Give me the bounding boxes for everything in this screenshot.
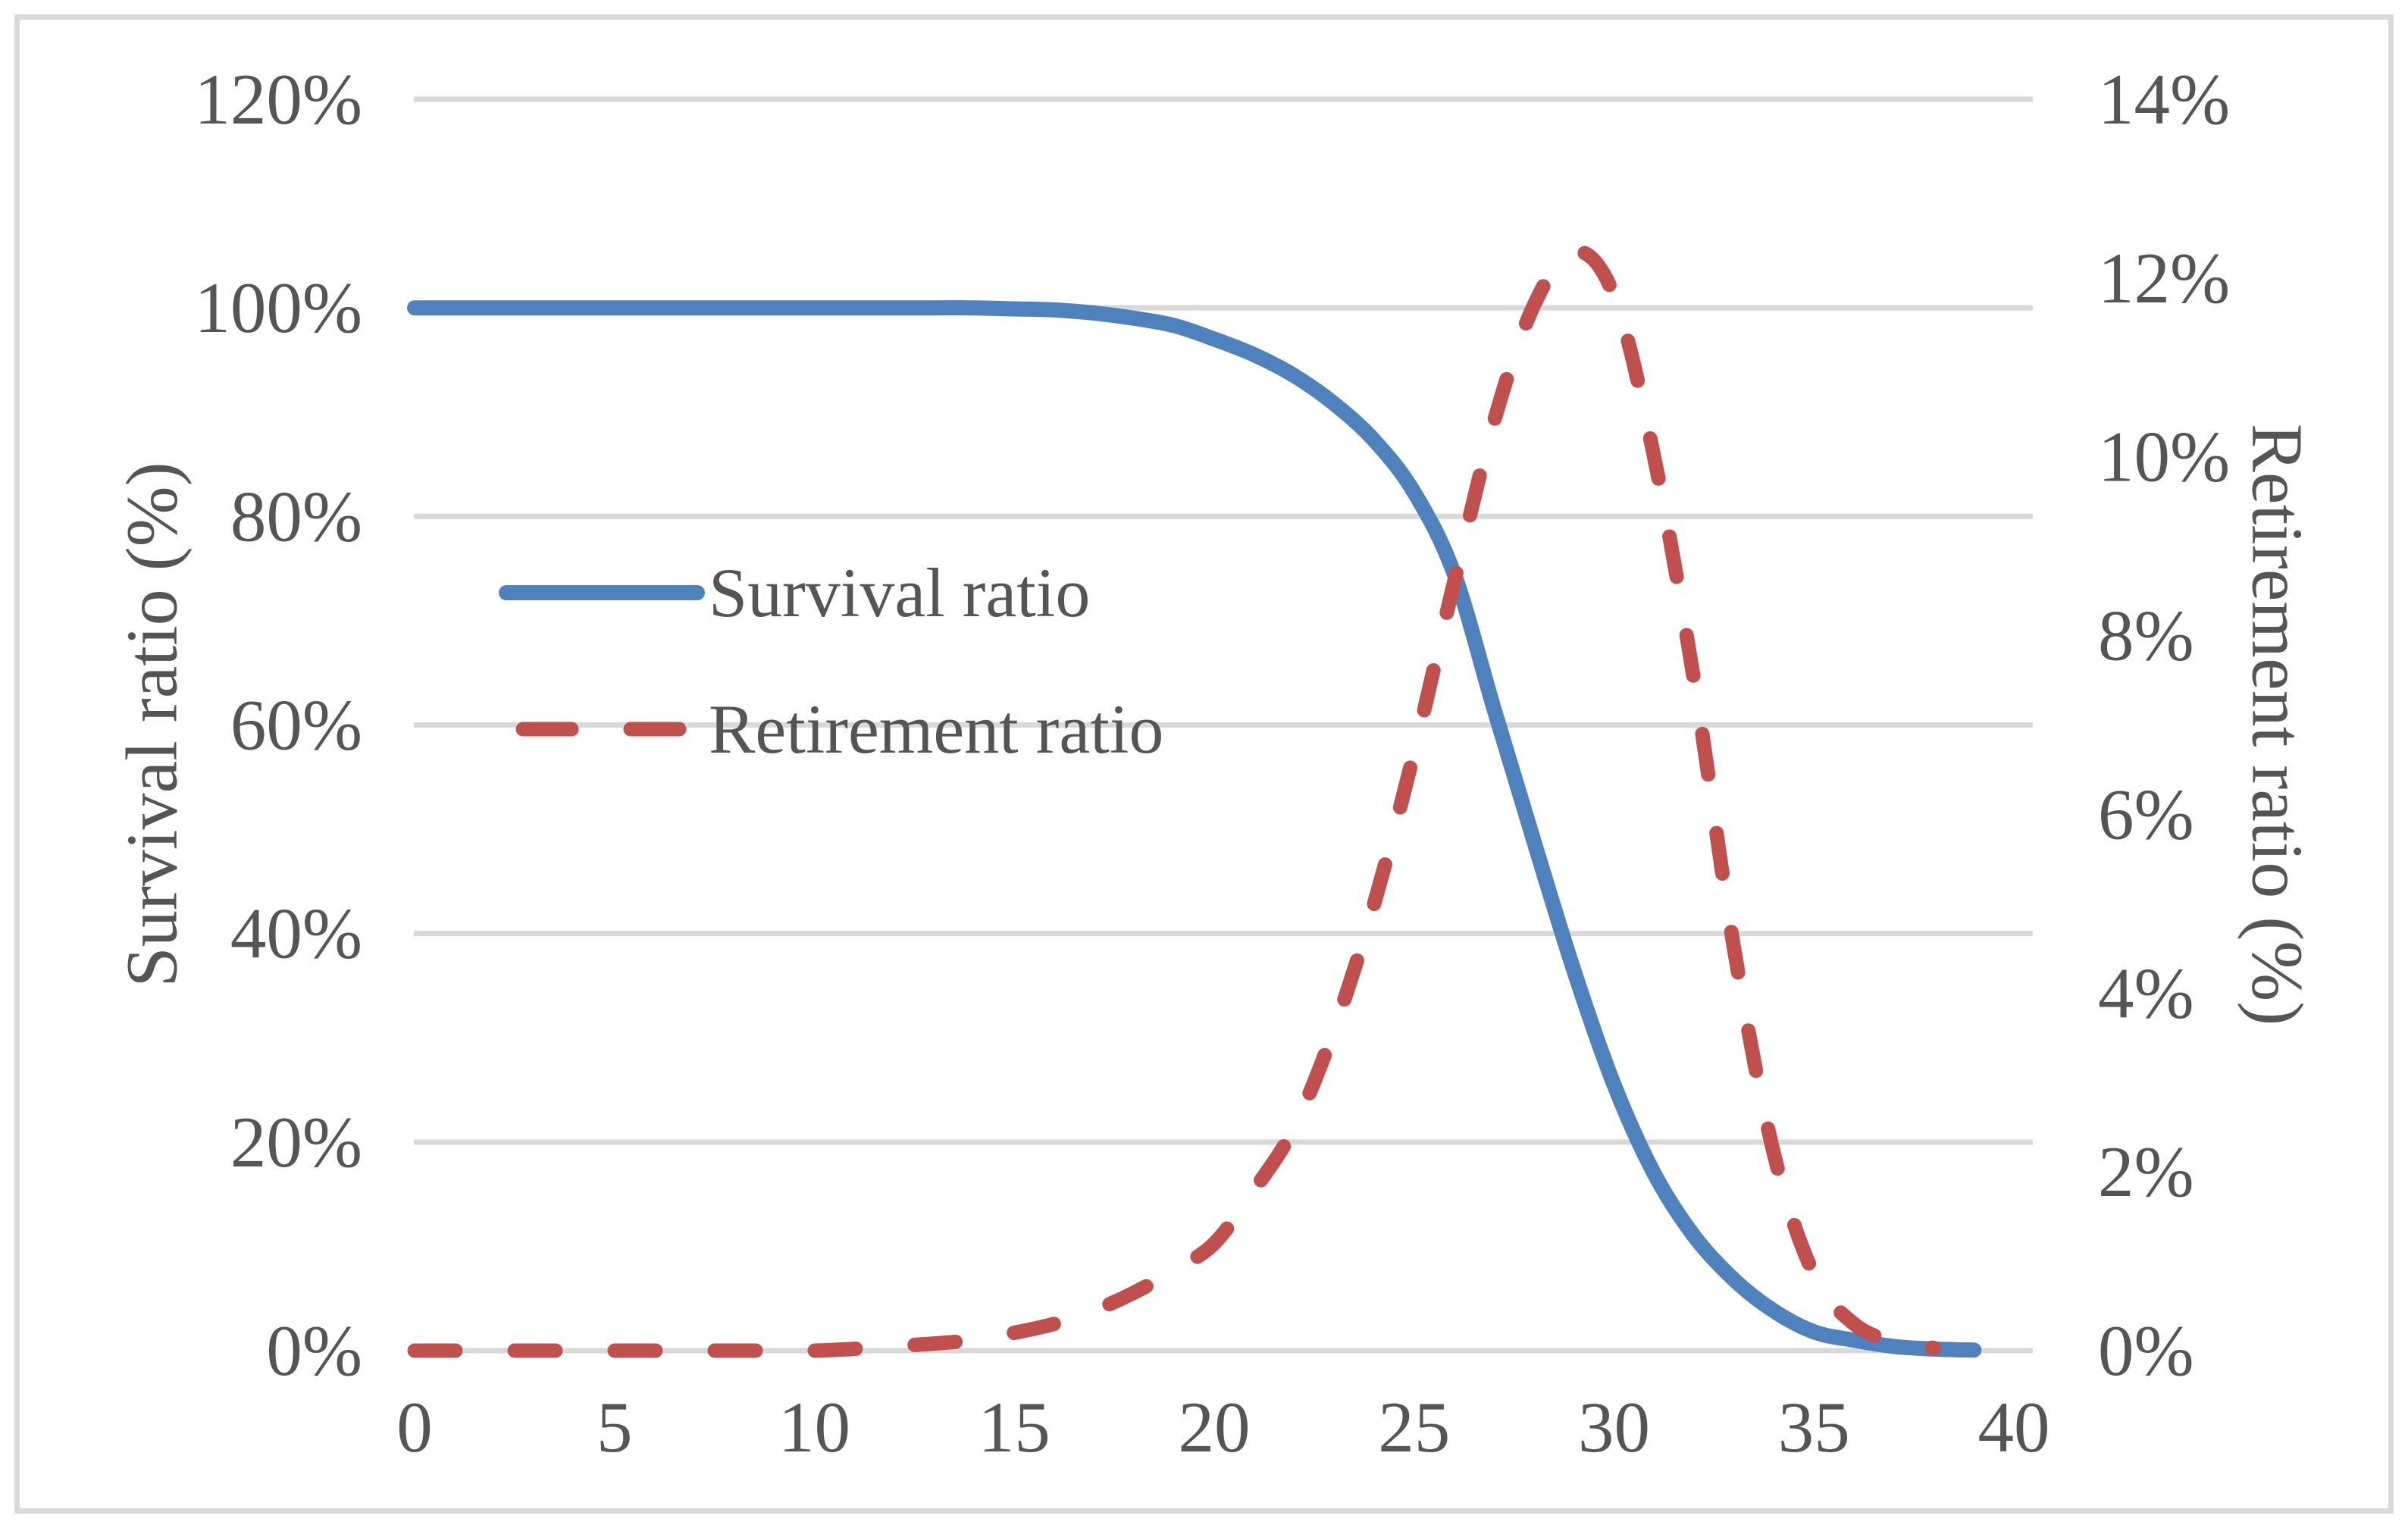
left-axis-tick-0%: 0% [266,1310,362,1391]
left-axis-tick-120%: 120% [194,59,362,139]
right-axis-tick-12%: 12% [2098,238,2230,318]
x-axis-tick-25: 25 [1378,1387,1450,1467]
left-axis-tick-100%: 100% [194,268,362,348]
left-axis-title: Survival ratio (%) [111,462,193,987]
right-axis-tick-10%: 10% [2098,417,2230,497]
x-axis-tick-35: 35 [1778,1387,1850,1467]
right-axis-tick-2%: 2% [2098,1132,2194,1212]
left-axis-tick-20%: 20% [230,1102,362,1182]
legend-retirement-label: Retirement ratio [709,690,1163,768]
legend-survival-label: Survival ratio [709,554,1090,631]
left-axis-tick-40%: 40% [230,894,362,974]
retirement-ratio-line [407,243,1941,1358]
x-axis-tick-10: 10 [778,1387,850,1467]
left-axis-tick-80%: 80% [230,476,362,556]
survival-ratio-line [407,300,1982,1358]
x-axis-tick-20: 20 [1179,1387,1251,1467]
right-axis-title: Retirement ratio (%) [2237,424,2319,1025]
right-axis-tick-0%: 0% [2098,1310,2194,1391]
right-axis-tick-8%: 8% [2098,596,2194,676]
chart-outer-border [14,14,2394,1514]
right-axis-tick-4%: 4% [2098,953,2194,1033]
x-axis-tick-0: 0 [396,1387,433,1467]
x-axis-tick-5: 5 [597,1387,633,1467]
x-axis-tick-40: 40 [1978,1387,2050,1467]
left-axis-tick-60%: 60% [230,685,362,766]
right-axis-tick-6%: 6% [2098,774,2194,854]
x-axis-tick-15: 15 [979,1387,1051,1467]
x-axis-tick-30: 30 [1578,1387,1650,1467]
right-axis-tick-14%: 14% [2098,59,2230,139]
